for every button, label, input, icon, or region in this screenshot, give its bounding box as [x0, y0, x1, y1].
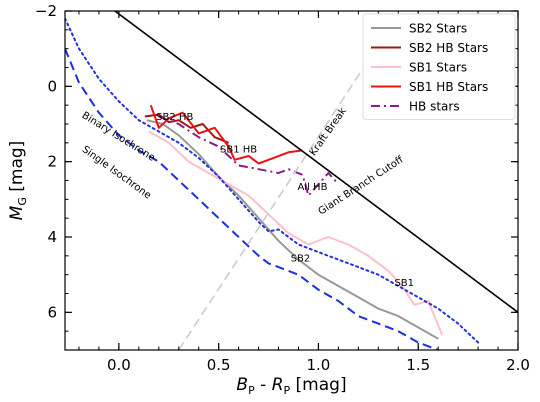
- x-tick-label: 1.0: [307, 356, 331, 374]
- legend-entry-label: SB1 Stars: [409, 61, 467, 75]
- legend-entry-label: SB1 HB Stars: [409, 80, 488, 94]
- annotation-label: SB1 HB: [220, 144, 257, 155]
- series-sb2-line: [146, 119, 439, 340]
- legend-box: [362, 13, 516, 120]
- y-tick-label: 0: [47, 77, 57, 95]
- y-tick-label: 6: [47, 303, 57, 321]
- annotation-label: SB1: [394, 278, 414, 289]
- series-single-iso-line: [65, 48, 442, 350]
- y-axis-label: MG [mag]: [7, 141, 29, 221]
- y-tick-label: −2: [35, 2, 57, 20]
- annotation-label: Giant Branch Cutoff: [317, 154, 407, 218]
- x-tick-label: 2.0: [506, 356, 530, 374]
- x-tick-label: 1.5: [406, 356, 430, 374]
- legend: SB2 Stars SB2 HB Stars SB1 Stars SB1 HB Sta…: [362, 13, 516, 120]
- annotation-label: All HB: [297, 182, 327, 193]
- legend-entry-label: SB2 HB Stars: [409, 41, 488, 55]
- annotation-label: Kraft Break: [308, 106, 349, 158]
- x-tick-label: 0.5: [207, 356, 231, 374]
- series-hb-line: [158, 115, 340, 197]
- y-tick-label: 4: [47, 228, 57, 246]
- series-sb1-line: [148, 130, 444, 336]
- series-cutoff-line: [114, 11, 518, 313]
- series-sb2-hb-line: [144, 113, 229, 144]
- annotation-label: SB2: [291, 253, 311, 264]
- series-kraft-line: [178, 29, 389, 350]
- x-tick-label: 0.0: [107, 356, 131, 374]
- y-tick-label: 2: [47, 153, 57, 171]
- series-sb1-hb-line: [149, 104, 303, 165]
- x-axis-label: BP - RP [mag]: [236, 375, 346, 397]
- legend-entry-label: HB stars: [409, 100, 460, 114]
- annotation-label: SB2 HB: [156, 112, 193, 123]
- series-binary-iso-line: [65, 17, 480, 344]
- legend-entry-label: SB2 Stars: [409, 22, 467, 36]
